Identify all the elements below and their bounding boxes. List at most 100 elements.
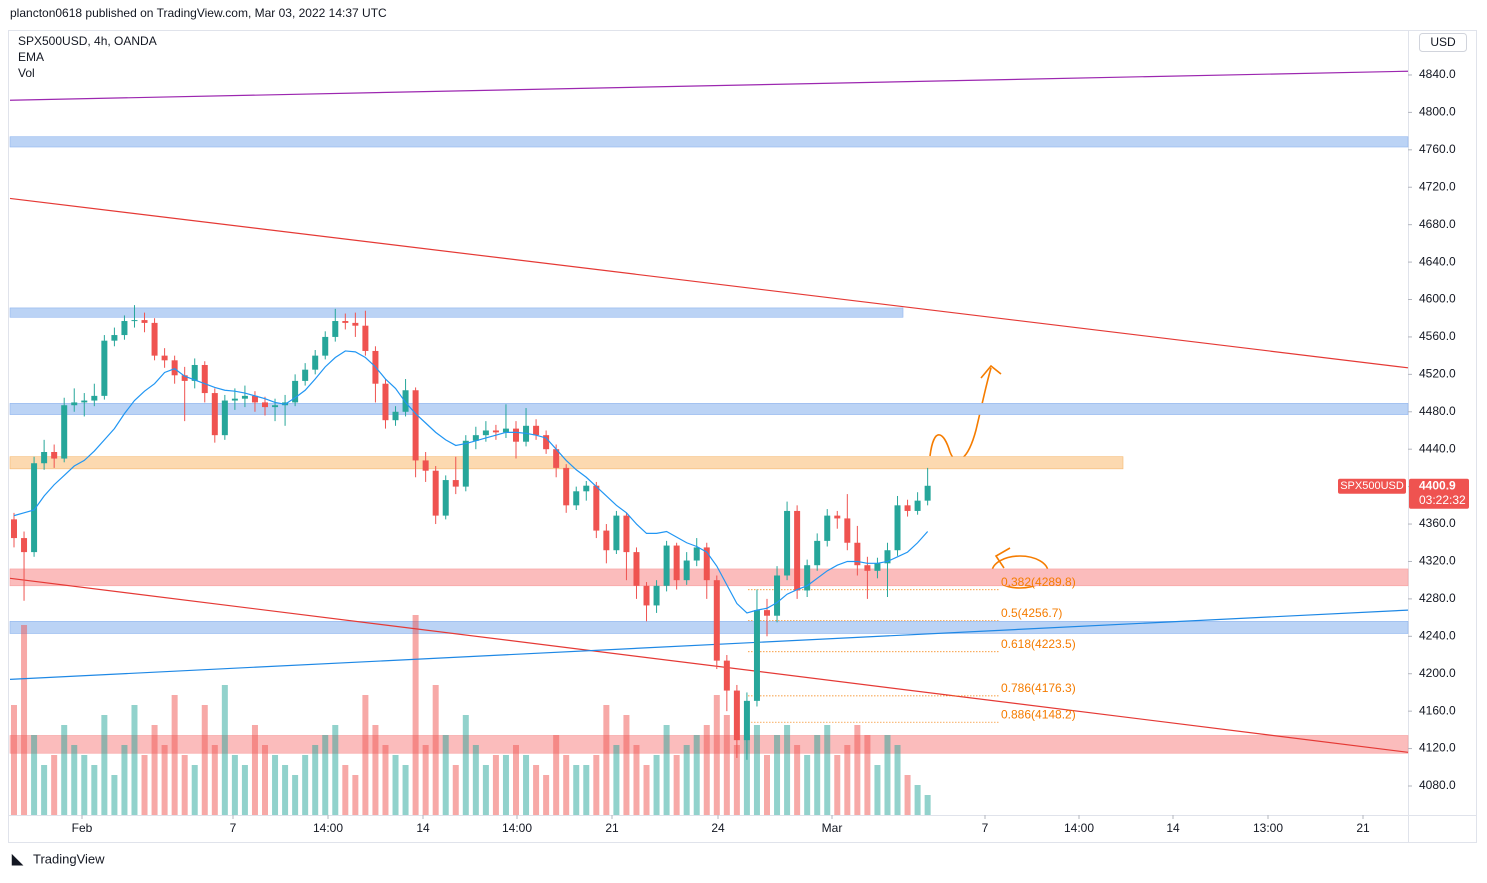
volume-bar (543, 775, 550, 815)
candle-body (653, 585, 660, 606)
candle-body (643, 585, 650, 606)
candle-body (141, 320, 148, 323)
volume-bar (563, 755, 570, 815)
candle-body (613, 515, 620, 551)
candle-body (563, 467, 570, 506)
volume-bar (342, 765, 349, 815)
candle-body (312, 355, 319, 370)
volume-bar (774, 735, 781, 815)
volume-bar (502, 755, 509, 815)
volume-bar (442, 735, 449, 815)
volume-bar (894, 745, 901, 815)
candle-body (502, 428, 509, 433)
volume-bar (302, 755, 309, 815)
candle-body (292, 380, 299, 403)
volume-bar (91, 765, 98, 815)
volume-bar (272, 755, 279, 815)
volume-bar (332, 725, 339, 815)
volume-bar (372, 725, 379, 815)
x-tick-label: Feb (72, 821, 93, 835)
candle-body (703, 547, 710, 581)
candle-body (723, 660, 730, 691)
candle-body (91, 395, 98, 401)
volume-bar (322, 735, 329, 815)
y-tick-label: 4520.0 (1419, 367, 1456, 381)
volume-bar (743, 735, 750, 815)
x-tick-label: 24 (711, 821, 725, 835)
candle-body (452, 480, 459, 487)
volume-bar (623, 715, 630, 815)
volume-bar (683, 745, 690, 815)
candle-body (302, 369, 309, 381)
candle-body (804, 565, 811, 591)
candle-body (251, 395, 258, 403)
logo-mark: ◣ (11, 851, 24, 867)
candle-body (422, 460, 429, 471)
candle-body (513, 428, 519, 442)
candle-body (201, 364, 208, 394)
volume-bar (533, 765, 540, 815)
zone (9, 307, 904, 318)
candle-body (272, 405, 279, 408)
candle-body (733, 690, 740, 741)
x-tick-label: 21 (605, 821, 619, 835)
candle-body (543, 435, 550, 450)
candle-body (884, 550, 891, 564)
candle-body (573, 491, 580, 506)
y-tick-label: 4720.0 (1419, 179, 1456, 193)
volume-bar (884, 735, 891, 815)
volume-bar (231, 755, 238, 815)
candle-body (874, 563, 881, 571)
candle-body (743, 700, 750, 741)
candle-body (673, 545, 680, 581)
annotation (929, 364, 1049, 589)
candle-body (713, 580, 720, 661)
publisher: plancton0618 published on TradingView.co… (10, 6, 387, 20)
y-tick-label: 4680.0 (1419, 217, 1456, 231)
y-tick-label: 4440.0 (1419, 441, 1456, 455)
y-tick-label: 4840.0 (1419, 67, 1456, 81)
volume-bar (171, 695, 178, 815)
volume-bar (733, 745, 740, 815)
volume-bar (753, 725, 760, 815)
fib-label: 0.886(4148.2) (1001, 707, 1076, 721)
volume-bar (794, 745, 801, 815)
volume-bar (703, 725, 710, 815)
candle-body (774, 575, 781, 616)
candle-body (482, 430, 489, 436)
candle-body (432, 470, 439, 516)
y-tick-label: 4480.0 (1419, 404, 1456, 418)
candle-body (211, 393, 218, 436)
candle-body (171, 360, 178, 376)
volume-bar (11, 705, 17, 815)
volume-bar (111, 775, 118, 815)
candle-body (553, 449, 560, 468)
volume-bar (854, 725, 861, 815)
candle-body (844, 518, 851, 543)
candle-body (894, 505, 901, 551)
candle-body (81, 400, 88, 403)
volume-bar (904, 775, 911, 815)
volume-bar (352, 775, 359, 815)
volume-bar (583, 765, 590, 815)
volume-bar (784, 725, 791, 815)
volume-bar (312, 745, 319, 815)
candle-body (583, 485, 590, 492)
volume-bar (593, 755, 600, 815)
candle-body (854, 542, 861, 566)
fib-label: 0.618(4223.5) (1001, 637, 1076, 651)
x-tick-label: 13:00 (1253, 821, 1283, 835)
y-tick-label: 4080.0 (1419, 778, 1456, 792)
candle-body (111, 335, 118, 341)
candle-body (51, 452, 58, 459)
volume-bar (834, 755, 841, 815)
candle-body (834, 515, 841, 519)
candle-body (462, 440, 469, 487)
currency-button[interactable] (1419, 33, 1467, 52)
candle-body (693, 547, 700, 561)
candle-body (151, 322, 158, 356)
volume-bar (804, 755, 811, 815)
y-tick-label: 4200.0 (1419, 666, 1456, 680)
x-tick-label: 7 (230, 821, 237, 835)
candle-body (663, 545, 670, 586)
